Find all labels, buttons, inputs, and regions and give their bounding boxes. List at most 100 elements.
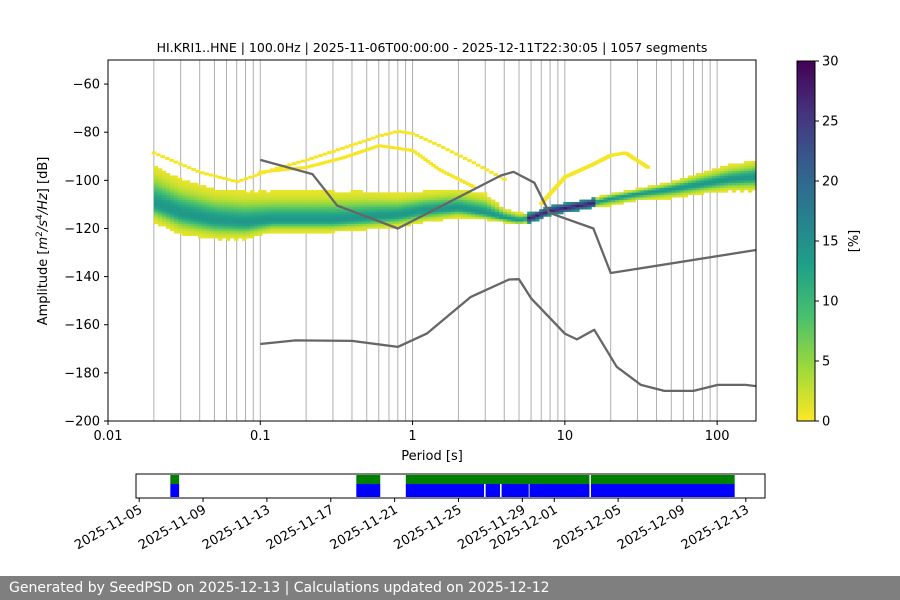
- density-cell: [310, 201, 315, 205]
- density-cell: [559, 206, 564, 210]
- density-cell: [727, 165, 733, 169]
- density-cell: [278, 165, 284, 169]
- density-cell: [222, 199, 227, 203]
- density-cell: [382, 192, 387, 196]
- density-cell: [611, 201, 616, 205]
- density-cell: [507, 214, 512, 217]
- density-cell: [462, 206, 468, 210]
- density-cell: [418, 211, 424, 215]
- density-cell: [230, 216, 235, 220]
- density-cell: [418, 204, 424, 208]
- density-cell: [286, 204, 291, 208]
- density-cell: [479, 201, 484, 205]
- density-cell: [595, 201, 600, 205]
- density-cell: [169, 214, 175, 217]
- density-cell: [230, 189, 235, 193]
- density-cell: [479, 204, 484, 208]
- x-tick-label: 10: [557, 429, 574, 444]
- density-cell: [354, 197, 359, 200]
- density-cell: [230, 226, 235, 229]
- density-cell: [354, 226, 359, 229]
- density-cell: [165, 211, 171, 215]
- density-cell: [214, 221, 219, 224]
- density-cell: [185, 233, 191, 236]
- density-cell: [311, 163, 317, 167]
- density-cell: [366, 218, 371, 222]
- density-cell: [330, 221, 335, 224]
- density-cell: [559, 204, 564, 208]
- density-cell: [378, 223, 383, 227]
- density-cell: [185, 214, 191, 217]
- density-cell: [282, 228, 287, 232]
- density-cell: [487, 214, 492, 217]
- density-cell: [458, 197, 464, 200]
- density-cell: [655, 197, 660, 200]
- density-cell: [286, 226, 291, 229]
- density-cell: [679, 194, 685, 198]
- density-cell: [539, 211, 544, 215]
- density-cell: [189, 185, 195, 188]
- density-cell: [382, 223, 387, 227]
- density-cell: [202, 192, 207, 196]
- density-cell: [445, 148, 450, 152]
- density-cell: [350, 189, 355, 193]
- density-cell: [314, 214, 319, 217]
- density-cell: [699, 173, 705, 176]
- density-cell: [397, 130, 402, 133]
- density-cell: [503, 216, 508, 220]
- density-cell: [242, 235, 247, 239]
- density-cell: [290, 189, 295, 193]
- density-cell: [246, 226, 251, 229]
- density-cell: [185, 194, 191, 198]
- density-cell: [346, 206, 351, 210]
- density-cell: [543, 197, 548, 201]
- density-cell: [691, 182, 697, 186]
- density-cell: [274, 216, 279, 220]
- density-cell: [434, 218, 440, 222]
- density-cell: [462, 194, 468, 198]
- data-available-bar: [529, 484, 590, 497]
- density-cell: [422, 197, 428, 200]
- density-cell: [731, 173, 737, 176]
- density-cell: [370, 194, 375, 198]
- density-cell: [310, 226, 315, 229]
- density-cell: [683, 185, 689, 188]
- density-cell: [354, 223, 359, 227]
- density-cell: [254, 197, 259, 200]
- density-cell: [165, 173, 171, 176]
- density-cell: [571, 204, 576, 208]
- density-cell: [208, 173, 214, 177]
- density-cell: [587, 206, 592, 210]
- density-cell: [575, 204, 580, 208]
- density-cell: [499, 211, 504, 215]
- density-cell: [423, 137, 428, 141]
- density-cell: [410, 197, 416, 200]
- density-cell: [398, 223, 404, 227]
- density-cell: [270, 209, 275, 212]
- timeline-tick-label: 2025-11-09: [136, 502, 209, 553]
- density-cell: [157, 189, 163, 193]
- density-cell: [603, 204, 608, 208]
- density-cell: [474, 206, 480, 210]
- density-cell: [438, 197, 444, 200]
- density-cell: [543, 206, 548, 210]
- density-cell: [450, 209, 456, 212]
- density-cell: [422, 209, 428, 212]
- density-cell: [595, 199, 600, 203]
- density-cell: [278, 204, 283, 208]
- density-cell: [266, 197, 271, 200]
- density-cell: [262, 230, 267, 234]
- density-cell: [306, 209, 311, 212]
- density-cell: [153, 170, 159, 174]
- plot-frame: [107, 59, 757, 422]
- density-cell: [499, 218, 504, 222]
- density-cell: [185, 230, 191, 234]
- density-cell: [399, 147, 404, 151]
- density-cell: [727, 185, 733, 188]
- density-cell: [351, 152, 356, 156]
- density-cell: [169, 189, 175, 193]
- density-cell: [173, 214, 179, 217]
- density-cell: [206, 214, 211, 217]
- density-cell: [262, 189, 267, 193]
- density-cell: [563, 201, 568, 205]
